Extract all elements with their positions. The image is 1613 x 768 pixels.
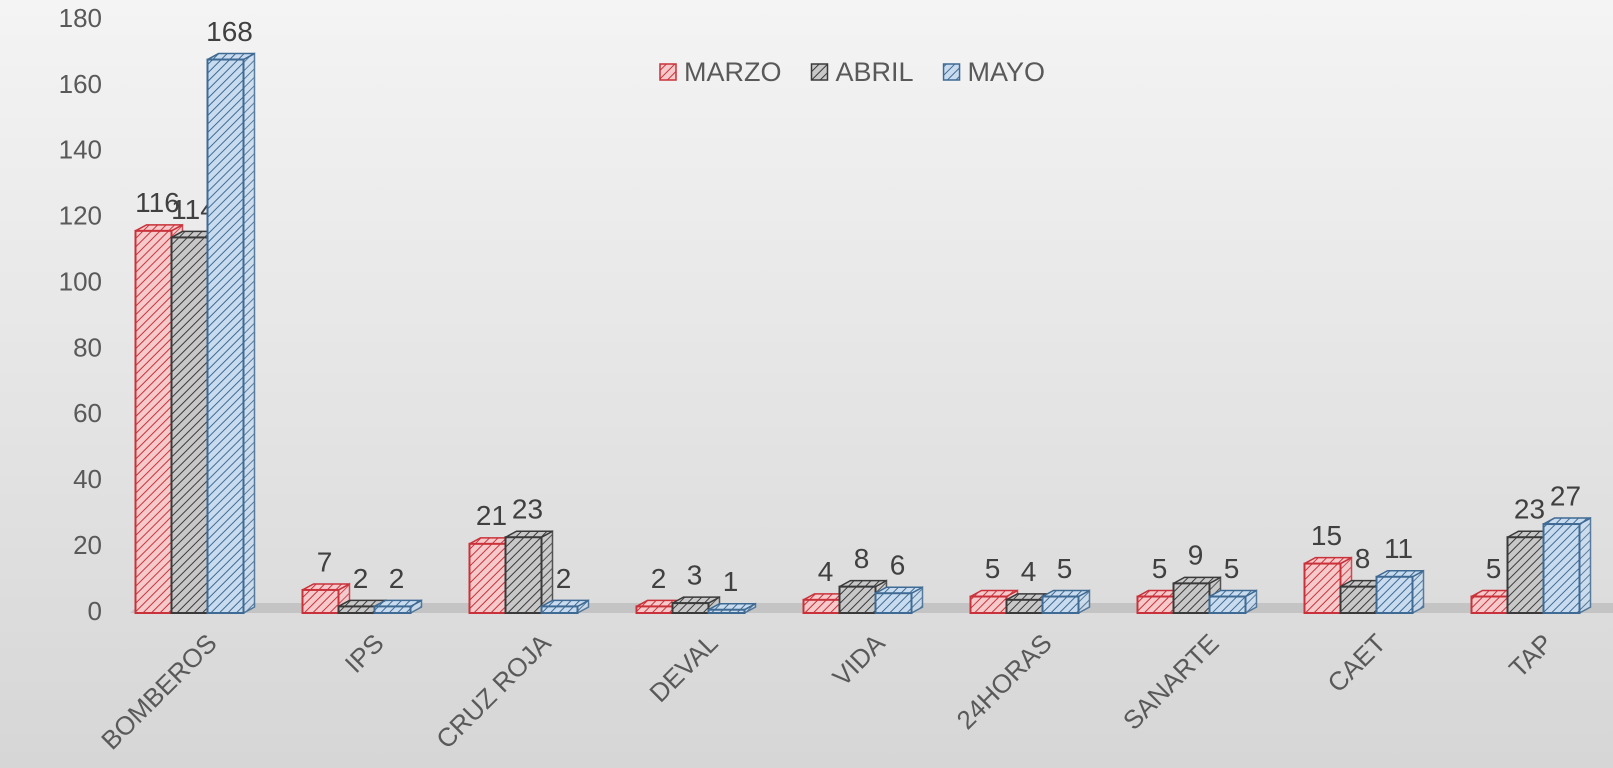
value-label: 5 bbox=[1224, 553, 1240, 584]
bar bbox=[337, 605, 376, 615]
value-label: 1 bbox=[723, 566, 739, 597]
bar bbox=[838, 585, 877, 615]
value-label: 21 bbox=[476, 500, 507, 531]
bar bbox=[540, 605, 579, 615]
bar bbox=[1136, 595, 1175, 614]
bar bbox=[874, 592, 913, 615]
value-label: 8 bbox=[854, 543, 870, 574]
bar bbox=[170, 236, 209, 615]
value-label: 23 bbox=[1514, 494, 1545, 525]
bar bbox=[1339, 585, 1378, 615]
y-tick-label: 20 bbox=[73, 530, 102, 560]
value-label: 6 bbox=[890, 550, 906, 581]
value-label: 7 bbox=[317, 546, 333, 577]
y-tick-label: 60 bbox=[73, 398, 102, 428]
legend-swatch bbox=[810, 63, 829, 81]
bar-side bbox=[1411, 569, 1425, 615]
bar bbox=[707, 608, 746, 615]
y-tick-label: 100 bbox=[59, 266, 102, 296]
bar bbox=[1470, 595, 1509, 614]
y-tick-label: 0 bbox=[88, 596, 102, 626]
legend-swatch bbox=[659, 63, 677, 81]
bar bbox=[301, 588, 340, 615]
value-label: 11 bbox=[1384, 533, 1413, 564]
value-label: 27 bbox=[1550, 480, 1581, 511]
value-label: 2 bbox=[389, 563, 405, 594]
bar bbox=[1303, 562, 1342, 614]
bar bbox=[1542, 523, 1581, 614]
value-label: 2 bbox=[353, 563, 369, 594]
y-tick-label: 140 bbox=[59, 135, 102, 165]
bar bbox=[1041, 595, 1080, 614]
legend-swatch bbox=[942, 63, 961, 81]
bar bbox=[1375, 575, 1414, 614]
value-label: 9 bbox=[1188, 540, 1204, 571]
value-label: 15 bbox=[1311, 520, 1342, 551]
bar bbox=[671, 602, 710, 614]
value-label: 5 bbox=[1486, 553, 1502, 584]
bar bbox=[134, 229, 173, 614]
value-label: 23 bbox=[512, 494, 543, 525]
value-label: 2 bbox=[556, 563, 572, 594]
value-label: 116 bbox=[135, 187, 180, 218]
y-tick-label: 40 bbox=[73, 464, 102, 494]
value-label: 168 bbox=[206, 16, 253, 47]
y-tick-label: 180 bbox=[59, 3, 102, 33]
legend-label: ABRIL bbox=[836, 57, 914, 87]
bar-side bbox=[242, 52, 256, 615]
y-tick-label: 120 bbox=[59, 201, 102, 231]
bar bbox=[1208, 595, 1247, 614]
bar bbox=[468, 542, 507, 614]
bar-side bbox=[1578, 516, 1592, 615]
value-label: 4 bbox=[1021, 556, 1037, 587]
bar bbox=[373, 605, 412, 615]
legend-label: MAYO bbox=[968, 57, 1046, 87]
value-label: 5 bbox=[1057, 553, 1073, 584]
value-label: 4 bbox=[818, 556, 834, 587]
value-label: 2 bbox=[651, 563, 667, 594]
bar bbox=[635, 605, 674, 615]
bar bbox=[1005, 598, 1044, 614]
value-label: 5 bbox=[985, 553, 1001, 584]
bar bbox=[802, 598, 841, 614]
bar bbox=[504, 536, 543, 615]
value-label: 3 bbox=[687, 560, 703, 591]
value-label: 8 bbox=[1355, 543, 1371, 574]
bar bbox=[969, 595, 1008, 614]
value-label: 5 bbox=[1152, 553, 1168, 584]
y-tick-label: 160 bbox=[59, 69, 102, 99]
bar bbox=[1506, 536, 1545, 615]
bar bbox=[206, 58, 245, 615]
bar bbox=[1172, 582, 1211, 614]
y-tick-label: 80 bbox=[73, 332, 102, 362]
legend-label: MARZO bbox=[684, 57, 782, 87]
